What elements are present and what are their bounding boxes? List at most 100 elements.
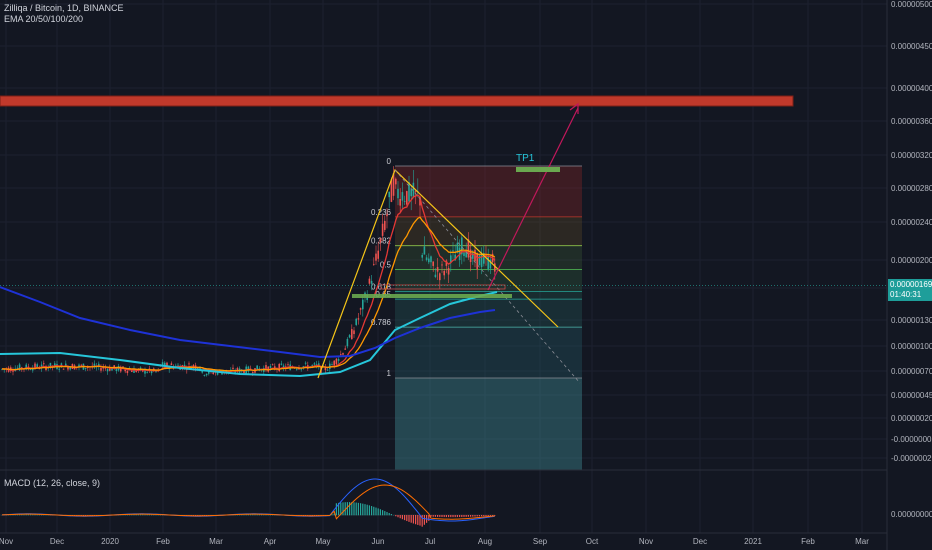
candle-body xyxy=(386,214,388,217)
macd-histogram-bar xyxy=(461,515,463,517)
candle-body xyxy=(252,372,254,373)
candle-body xyxy=(465,250,467,258)
candle-body xyxy=(65,363,67,366)
y-tick-label: 0.00000200 xyxy=(891,256,932,265)
macd-histogram-bar xyxy=(338,502,340,516)
candle-body xyxy=(423,246,426,255)
macd-histogram-bar xyxy=(357,502,359,516)
y-tick-label: 0.00000360 xyxy=(891,117,932,126)
x-axis[interactable]: Nov Dec 2020 Feb Mar Apr May Jun Jul Aug Sep Oct Nov… xyxy=(0,469,887,546)
candle-body xyxy=(69,367,71,370)
fib-level-label: 0 xyxy=(387,157,392,166)
macd-histogram-bar xyxy=(355,502,357,516)
y-tick-label: 0.00000280 xyxy=(891,184,932,193)
candle-body xyxy=(135,370,137,372)
candle-body xyxy=(62,368,65,370)
macd-histogram-bar xyxy=(10,514,12,516)
macd-histogram-bar xyxy=(87,515,89,516)
support-zone xyxy=(352,294,512,298)
candle-body xyxy=(188,363,190,365)
target-zone[interactable] xyxy=(0,95,794,107)
candle-body xyxy=(232,367,234,369)
macd-histogram-bar xyxy=(135,514,137,516)
macd-histogram-bar xyxy=(487,515,489,516)
x-tick-label: May xyxy=(315,537,330,546)
macd-histogram-bar xyxy=(401,515,403,520)
drawings[interactable]: TP1 xyxy=(0,102,887,384)
macd-histogram-bar xyxy=(445,515,447,518)
candle-body xyxy=(331,364,333,366)
macd-histogram-bar xyxy=(261,514,263,516)
resistance-box xyxy=(380,284,506,290)
candle-body xyxy=(489,259,492,269)
macd-histogram-bar xyxy=(142,514,144,516)
ema-100-line xyxy=(0,291,498,378)
macd-histogram-bar xyxy=(124,514,126,516)
candle-body xyxy=(221,372,223,375)
fib-level-label: 0.236 xyxy=(371,208,392,217)
candle-body xyxy=(397,188,399,199)
candle-body xyxy=(384,220,386,230)
candle-body xyxy=(472,252,474,259)
candle-body xyxy=(16,367,19,369)
candle-body xyxy=(278,364,280,372)
candle-body xyxy=(425,257,428,260)
candle-body xyxy=(205,373,208,376)
ema-50-line xyxy=(1,216,496,372)
candle-body xyxy=(450,255,452,263)
candle-body xyxy=(370,280,373,284)
y-axis[interactable]: 0.00000500 0.00000450 0.00000400 0.00000360… xyxy=(886,0,932,550)
candle-body xyxy=(36,364,38,368)
candle-body xyxy=(485,254,487,257)
candle-body xyxy=(436,267,439,272)
x-tick-label: Jun xyxy=(372,537,385,546)
macd-histogram-bar xyxy=(43,514,45,516)
candle-body xyxy=(58,368,60,370)
candle-body xyxy=(390,179,393,202)
candle-body xyxy=(67,366,69,370)
macd-histogram-bar xyxy=(397,515,399,518)
macd-histogram-bar xyxy=(236,514,238,516)
macd-histogram-bar xyxy=(195,515,197,516)
candle-body xyxy=(403,201,406,202)
candle-body xyxy=(399,199,401,206)
macd-histogram-bar xyxy=(340,502,342,516)
macd-histogram-bar xyxy=(27,514,29,516)
x-tick-label: 2021 xyxy=(744,537,762,546)
last-price: 0.00000169 xyxy=(890,280,932,289)
candle-body xyxy=(324,366,327,371)
macd-histogram-bar xyxy=(377,508,379,516)
candle-body xyxy=(236,368,239,372)
macd-histogram-bar xyxy=(489,515,491,516)
symbol-title[interactable]: Zilliqa / Bitcoin, 1D, BINANCE xyxy=(4,3,124,13)
candle-body xyxy=(414,190,417,192)
macd-label[interactable]: MACD (12, 26, close, 9) xyxy=(4,478,101,488)
candle-body xyxy=(38,368,41,370)
macd-histogram-bar xyxy=(157,514,159,516)
candle-body xyxy=(443,270,445,276)
y-tick-label: 0.00000070 xyxy=(891,367,932,376)
macd-histogram-bar xyxy=(349,502,351,516)
candle-body xyxy=(111,368,113,371)
macd-histogram-bar xyxy=(333,513,335,516)
macd-histogram-bar xyxy=(472,515,474,517)
projection-arrowhead xyxy=(569,102,579,114)
candle-body xyxy=(432,261,434,266)
candle-body xyxy=(456,242,459,253)
y-tick-label: 0.00000100 xyxy=(891,342,932,351)
candle-body xyxy=(296,368,298,370)
macd-histogram-bar xyxy=(437,515,439,517)
candle-body xyxy=(27,366,30,369)
macd-histogram-bar xyxy=(38,514,40,516)
candle-body xyxy=(395,178,397,185)
candle-body xyxy=(304,362,307,364)
ema-indicator-label[interactable]: EMA 20/50/100/200 xyxy=(4,14,84,24)
candle-body xyxy=(300,368,302,370)
candle-body xyxy=(469,249,472,263)
macd-histogram-bar xyxy=(474,515,476,517)
candle-body xyxy=(25,364,27,370)
candle-body xyxy=(87,367,89,369)
y-tick-label: 0.00000240 xyxy=(891,218,932,227)
